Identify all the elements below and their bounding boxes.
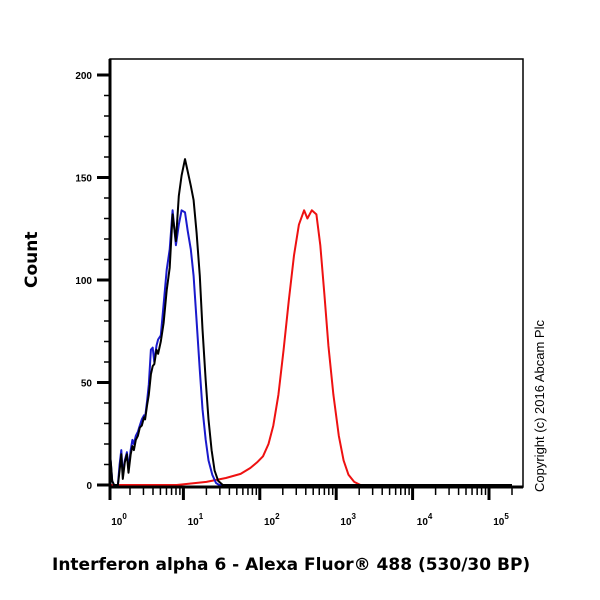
x-axis-label: Interferon alpha 6 - Alexa Fluor® 488 (5… — [52, 555, 531, 575]
x-tick-label: 103 — [340, 512, 356, 528]
x-axis: 100 101 102 103 104 105 — [108, 485, 523, 528]
series-red-curve — [110, 209, 512, 486]
y-axis-label: Count — [22, 231, 42, 289]
y-axis: 0 50 100 150 200 — [75, 59, 112, 492]
y-tick-label: 100 — [75, 276, 92, 287]
x-tick-label: 105 — [493, 512, 509, 528]
y-tick-label: 0 — [86, 481, 92, 492]
histogram-curves — [109, 75, 512, 486]
copyright-notice: Copyright (c) 2016 Abcam Plc — [532, 320, 547, 492]
series-black-curve — [109, 75, 512, 486]
y-tick-label: 150 — [75, 174, 92, 185]
x-tick-label: 102 — [264, 512, 280, 528]
x-tick-label: 100 — [111, 512, 127, 528]
y-tick-label: 50 — [81, 379, 93, 390]
plot-frame — [109, 58, 524, 488]
y-tick-label: 200 — [75, 71, 92, 82]
x-tick-label: 104 — [417, 512, 433, 528]
x-tick-label: 101 — [188, 512, 204, 528]
